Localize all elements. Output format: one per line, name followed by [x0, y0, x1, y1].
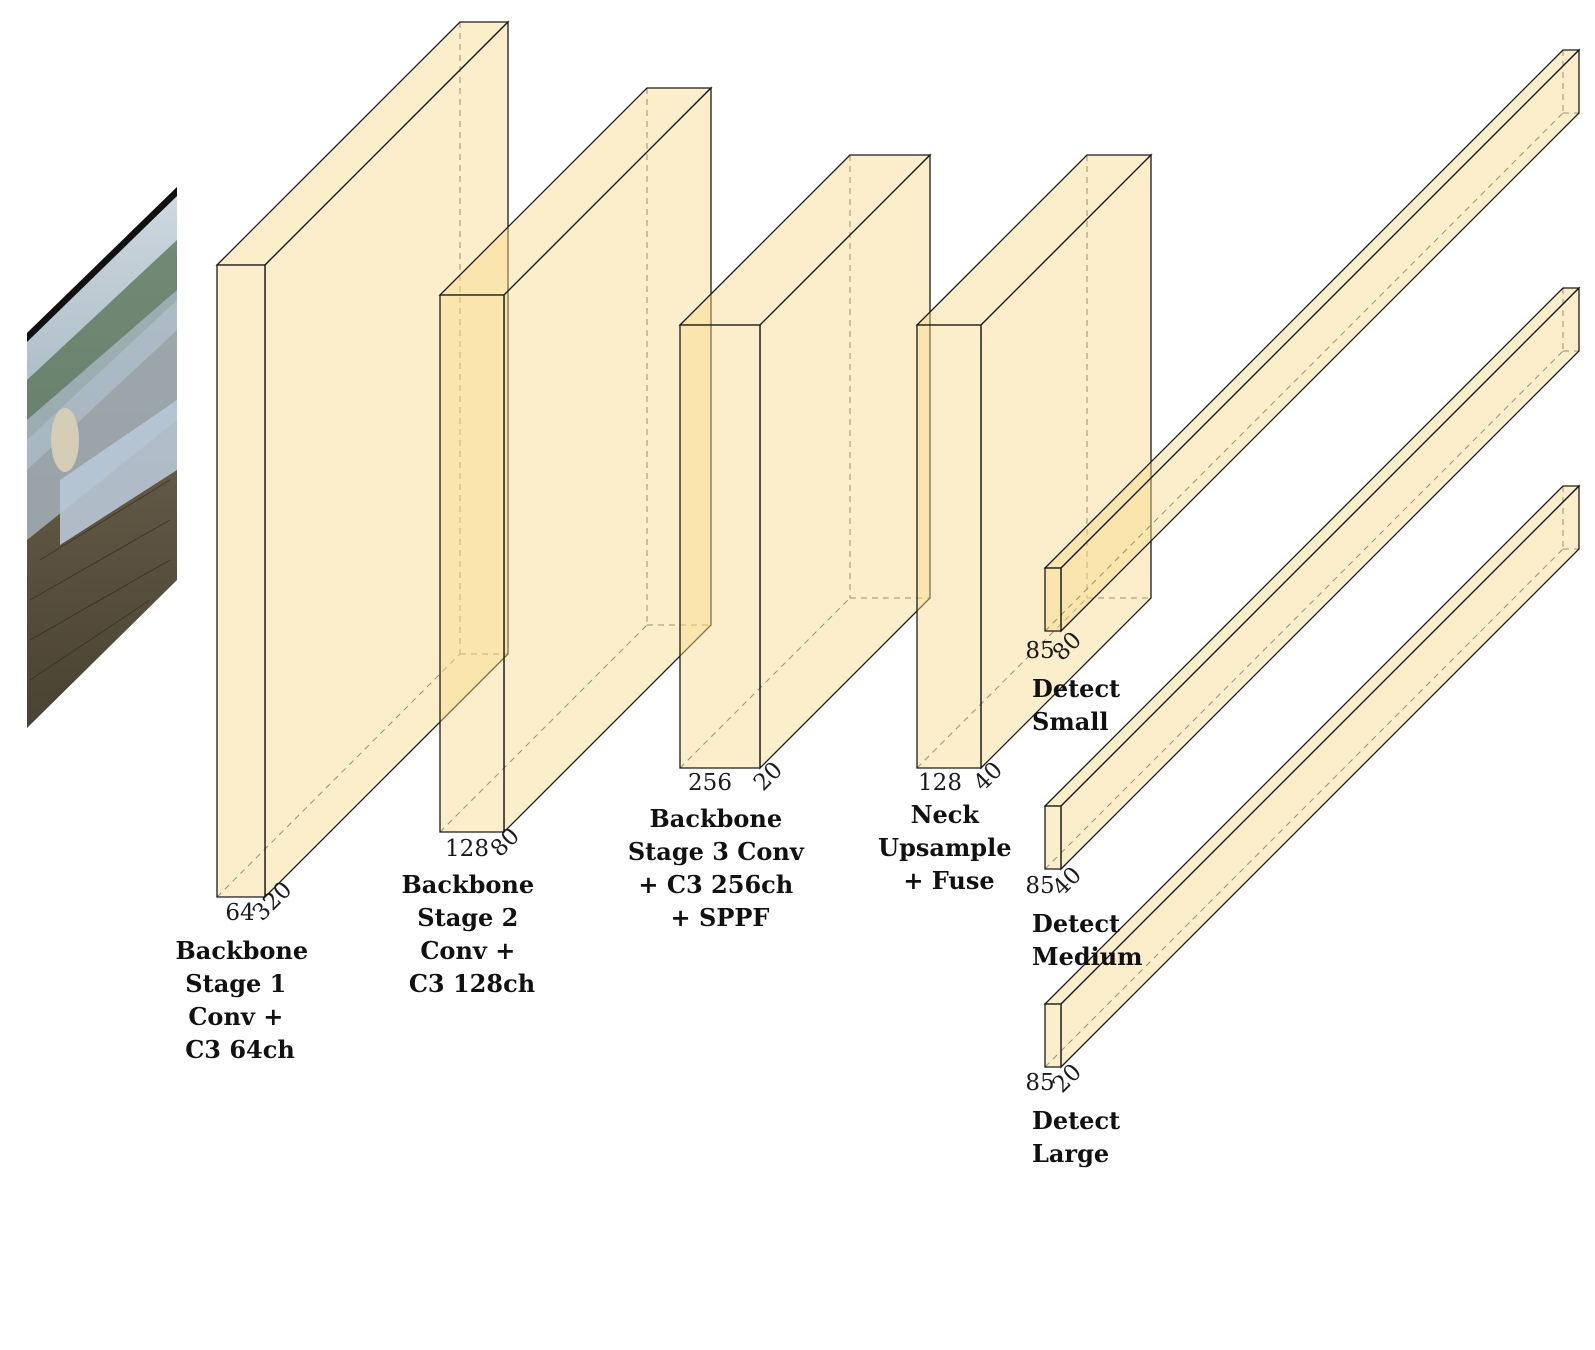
detect-large-front-face — [1044, 1003, 1062, 1068]
detect-small-front-face — [1044, 567, 1062, 632]
stage1-channels: 64 — [225, 900, 254, 926]
layer-labels: Backbone Stage 1 Conv + C3 64ch Backbone… — [176, 674, 1143, 1168]
detect-small-channels: 85 — [1025, 638, 1054, 664]
detect-large-block — [1043, 484, 1581, 1069]
stage1-front-face — [216, 264, 266, 898]
detect-medium-hidden-edge — [1044, 350, 1564, 870]
stage2-hidden-edge — [439, 624, 648, 833]
stage1-hidden-edge — [216, 653, 461, 898]
stage3-block — [678, 153, 932, 770]
detect-large-label: Detect Large — [1032, 1106, 1129, 1168]
detect-small-block — [1043, 48, 1581, 633]
neck-label: Neck Upsample + Fuse — [878, 800, 1020, 895]
detect-medium-channels: 85 — [1025, 873, 1054, 899]
stage3-hidden-edge — [679, 597, 851, 769]
layer-blocks — [215, 20, 1581, 1069]
input-image — [27, 187, 177, 728]
detect-large-hidden-edge — [1044, 548, 1564, 1068]
stage2-label: Backbone Stage 2 Conv + C3 128ch — [402, 870, 543, 998]
neck-block — [915, 153, 1153, 770]
detect-small-label: Detect Small — [1032, 674, 1129, 736]
detect-small-hidden-edge — [1044, 112, 1564, 632]
stage3-channels: 256 — [688, 770, 732, 796]
detect-large-channels: 85 — [1025, 1070, 1054, 1096]
stage3-front-face — [679, 324, 761, 769]
stage3-label: Backbone Stage 3 Conv + C3 256ch + SPPF — [628, 804, 812, 932]
neck-front-face — [916, 324, 982, 769]
detect-medium-block — [1043, 286, 1581, 871]
detect-medium-front-face — [1044, 805, 1062, 870]
detect-medium-label: Detect Medium — [1032, 909, 1143, 971]
neck-hidden-edge — [916, 597, 1088, 769]
stage2-front-face — [439, 294, 505, 833]
stage1-block — [215, 20, 510, 899]
neck-channels: 128 — [918, 770, 962, 796]
stage1-label: Backbone Stage 1 Conv + C3 64ch — [176, 936, 317, 1064]
stage2-channels: 128 — [445, 836, 489, 862]
stage2-block — [438, 86, 713, 834]
